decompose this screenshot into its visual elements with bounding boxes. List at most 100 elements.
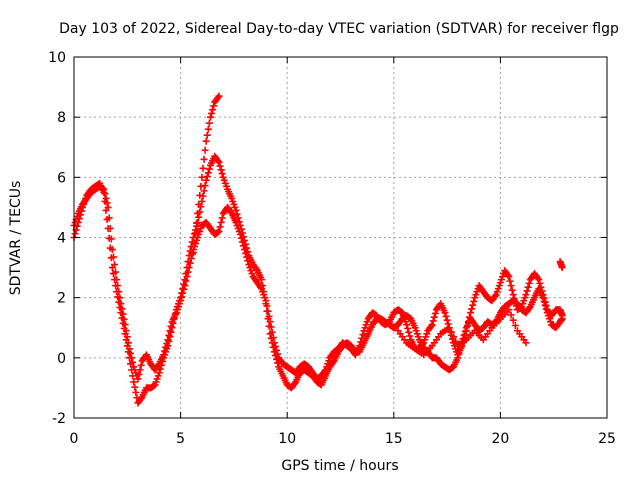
- data-markers: [70, 92, 566, 407]
- data-point-track-b: [536, 279, 544, 287]
- data-point-track-b: [184, 268, 192, 276]
- data-point-track-b: [237, 234, 245, 242]
- data-point-track-a: [215, 158, 223, 166]
- data-point-track-b: [113, 276, 121, 284]
- data-point-track-b: [464, 318, 472, 326]
- y-tick-label: 10: [48, 50, 66, 66]
- data-point-track-b: [429, 317, 437, 325]
- data-point-track-c: [201, 146, 209, 154]
- data-point-track-b: [109, 253, 117, 261]
- data-point-track-a: [525, 304, 533, 312]
- data-point-track-b: [136, 366, 144, 374]
- data-point-track-c: [449, 333, 457, 341]
- data-point-track-b: [508, 286, 516, 294]
- data-point-track-c: [209, 106, 217, 114]
- data-point-track-b: [470, 297, 478, 305]
- data-point-track-c: [507, 311, 515, 319]
- data-point-track-a: [202, 176, 210, 184]
- data-point-track-c: [190, 239, 198, 247]
- data-point-track-b: [188, 250, 196, 258]
- data-point-track-a: [252, 265, 260, 273]
- data-point-track-c: [196, 191, 204, 199]
- data-point-track-a: [204, 169, 212, 177]
- data-point-track-b: [117, 300, 125, 308]
- data-point-track-b: [491, 292, 499, 300]
- data-point-track-b: [182, 277, 190, 285]
- data-point-track-b: [102, 194, 110, 202]
- data-point-track-a: [216, 162, 224, 170]
- data-point-track-c: [203, 131, 211, 139]
- data-point-track-a: [137, 394, 145, 402]
- data-point-track-b: [115, 288, 123, 296]
- data-point-track-b: [511, 298, 519, 306]
- data-point-track-b: [403, 321, 411, 329]
- data-point-track-b: [273, 346, 281, 354]
- data-point-track-b: [128, 354, 136, 362]
- data-point-track-b: [540, 294, 548, 302]
- data-point-track-c: [200, 155, 208, 163]
- data-point-track-b: [444, 320, 452, 328]
- data-point-track-b: [264, 307, 272, 315]
- data-point-track-b: [539, 291, 547, 299]
- data-point-track-b: [265, 312, 273, 320]
- data-point-track-b: [154, 361, 162, 369]
- y-axis-label: SDTVAR / TECUs: [8, 181, 24, 296]
- data-point-track-b: [358, 334, 366, 342]
- data-point-track-b: [118, 305, 126, 313]
- data-point-track-a: [232, 206, 240, 214]
- data-point-track-b: [542, 302, 550, 310]
- data-point-track-b: [119, 310, 127, 318]
- data-point-track-b: [180, 285, 188, 293]
- data-point-track-b: [215, 227, 223, 235]
- data-point-track-b: [239, 242, 247, 250]
- data-point-track-b: [262, 297, 270, 305]
- data-point-track-b: [537, 283, 545, 291]
- data-point-track-c: [198, 173, 206, 181]
- data-point-track-b: [535, 276, 543, 284]
- data-point-track-c: [194, 209, 202, 217]
- data-point-track-b: [238, 238, 246, 246]
- data-point-track-a: [258, 276, 266, 284]
- data-point-track-b: [164, 336, 172, 344]
- data-point-track-b: [166, 327, 174, 335]
- y-tick-label: 0: [57, 351, 66, 367]
- data-point-track-a: [214, 157, 222, 165]
- x-tick-label: 0: [70, 431, 79, 447]
- data-point-track-c: [214, 94, 222, 102]
- data-point-track-b: [463, 322, 471, 330]
- grid-lines: [74, 57, 607, 418]
- data-point-track-b: [419, 340, 427, 348]
- data-point-track-b: [179, 289, 187, 297]
- data-point-track-b: [217, 218, 225, 226]
- data-point-track-b: [123, 333, 131, 341]
- data-point-track-a: [217, 166, 225, 174]
- data-point-track-b: [267, 323, 275, 331]
- data-point-track-b: [523, 287, 531, 295]
- data-point-track-b: [441, 309, 449, 317]
- data-point-track-c: [189, 249, 197, 257]
- data-point-track-b: [242, 249, 250, 257]
- data-point-track-b: [236, 230, 244, 238]
- y-tick-label: -2: [52, 411, 66, 427]
- data-point-track-a: [205, 165, 213, 173]
- data-point-track-b: [161, 347, 169, 355]
- data-point-track-b: [525, 279, 533, 287]
- data-point-track-b: [129, 358, 137, 366]
- y-tick-label: 6: [57, 170, 66, 186]
- data-point-track-b: [106, 224, 114, 232]
- data-point-track-b: [112, 268, 120, 276]
- data-point-track-b: [227, 208, 235, 216]
- y-tick-label: 2: [57, 291, 66, 307]
- data-point-track-a: [195, 213, 203, 221]
- data-point-track-b: [431, 309, 439, 317]
- y-tick-label: 4: [57, 231, 66, 247]
- data-point-track-a: [218, 170, 226, 178]
- data-point-track-b: [462, 327, 470, 335]
- y-axis-ticks: -2 0 2 4 6 8 10: [48, 50, 607, 427]
- data-point-track-a: [130, 378, 138, 386]
- data-point-track-c: [447, 328, 455, 336]
- data-point-track-b: [430, 313, 438, 321]
- data-point-track-b: [263, 302, 271, 310]
- data-point-track-b: [100, 185, 108, 193]
